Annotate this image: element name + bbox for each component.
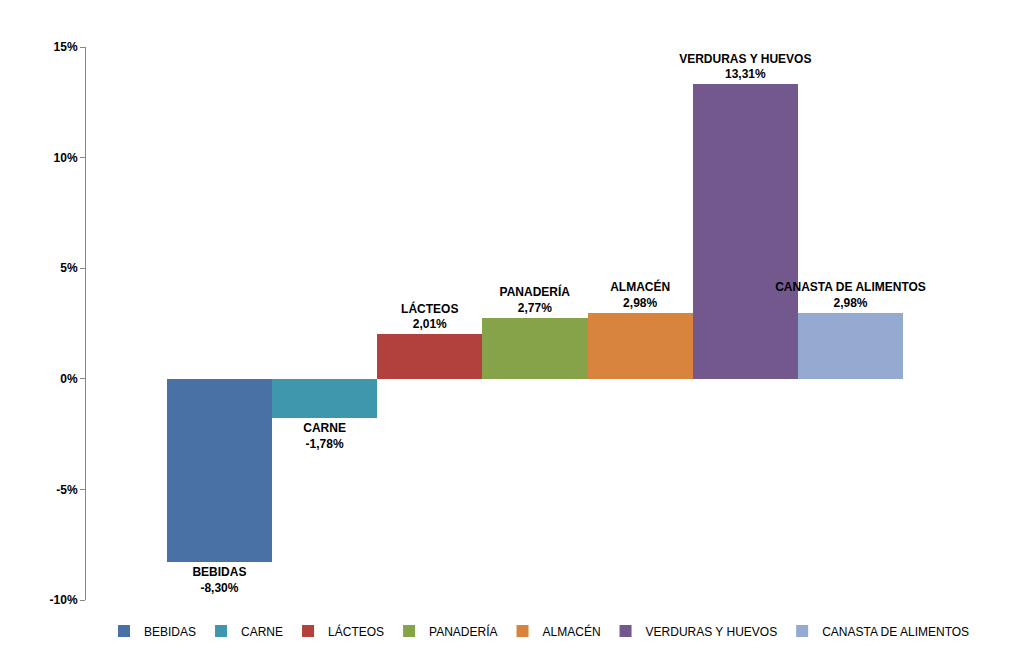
svg-text:-10%: -10% <box>50 593 78 607</box>
svg-text:LÁCTEOS2,01%: LÁCTEOS2,01% <box>401 301 458 332</box>
svg-text:CANASTA DE ALIMENTOS: CANASTA DE ALIMENTOS <box>822 625 969 639</box>
svg-text:BEBIDAS-8,30%: BEBIDAS-8,30% <box>192 565 246 595</box>
svg-text:CARNE: CARNE <box>241 625 283 639</box>
svg-text:CANASTA DE ALIMENTOS2,98%: CANASTA DE ALIMENTOS2,98% <box>775 280 926 310</box>
svg-text:0%: 0% <box>60 372 78 386</box>
svg-text:LÁCTEOS: LÁCTEOS <box>328 624 384 639</box>
svg-text:ALMACÉN: ALMACÉN <box>543 624 601 639</box>
svg-text:PANADERÍA: PANADERÍA <box>429 624 497 639</box>
svg-text:VERDURAS Y HUEVOS: VERDURAS Y HUEVOS <box>646 625 778 639</box>
svg-text:-5%: -5% <box>56 483 78 497</box>
svg-text:BEBIDAS: BEBIDAS <box>144 625 196 639</box>
svg-text:5%: 5% <box>60 261 78 275</box>
svg-text:ALMACÉN2,98%: ALMACÉN2,98% <box>610 279 670 310</box>
svg-text:PANADERÍA2,77%: PANADERÍA2,77% <box>500 284 571 315</box>
svg-text:CARNE-1,78%: CARNE-1,78% <box>303 421 346 451</box>
svg-text:15%: 15% <box>54 40 78 54</box>
svg-text:10%: 10% <box>54 151 78 165</box>
svg-text:VERDURAS Y HUEVOS13,31%: VERDURAS Y HUEVOS13,31% <box>679 52 811 82</box>
